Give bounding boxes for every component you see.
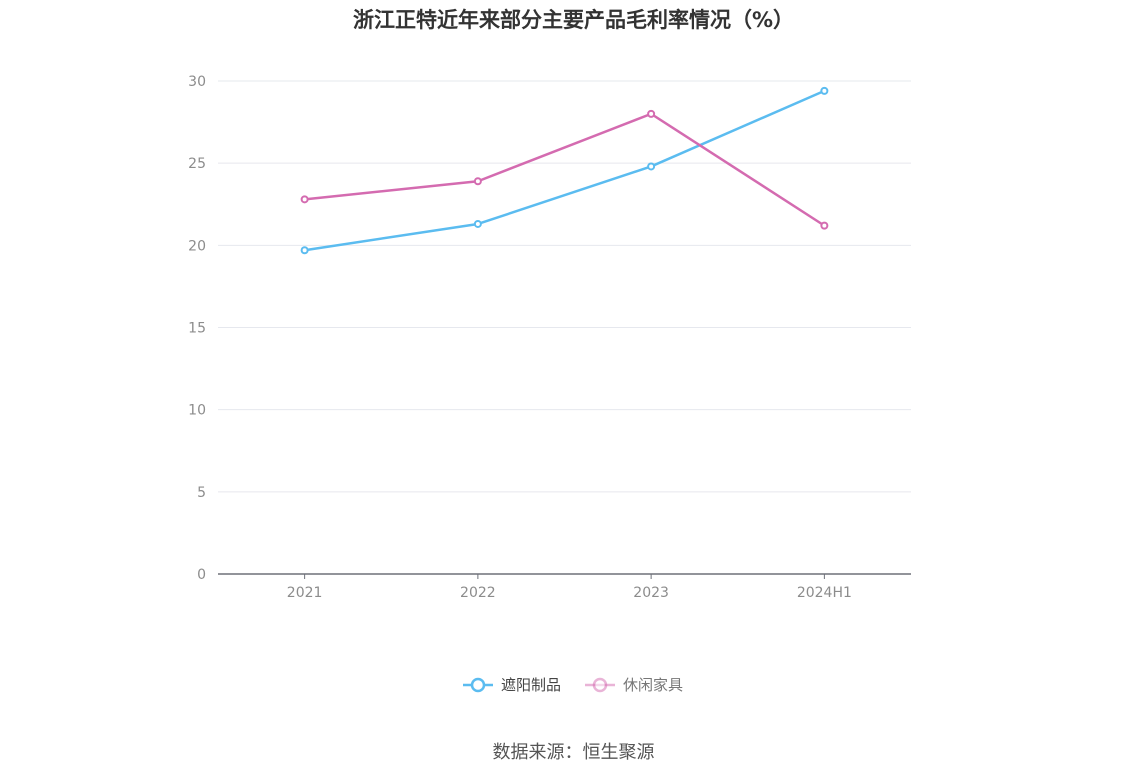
y-tick-label: 5 [197,485,206,501]
x-tick-label: 2024H1 [797,585,852,601]
y-tick-label: 15 [188,321,206,337]
data-point[interactable] [820,221,829,230]
data-point[interactable] [473,177,482,186]
data-point[interactable] [300,246,309,255]
y-tick-label: 30 [188,74,206,90]
data-point[interactable] [300,195,309,204]
chart-title: 浙江正特近年来部分主要产品毛利率情况（%） [352,8,795,32]
y-tick-label: 0 [197,567,206,583]
legend-label: 休闲家具 [623,676,683,694]
data-point[interactable] [473,219,482,228]
data-point[interactable] [647,109,656,118]
legend-item[interactable]: 遮阳制品 [463,676,561,694]
x-axis: 2021 2022 2023 2024H1 [218,573,911,601]
legend[interactable]: 遮阳制品 休闲家具 [463,676,683,694]
legend-circle-icon [592,677,608,693]
data-point[interactable] [820,86,829,95]
legend-circle-icon [470,677,486,693]
y-axis-ticks: 0 5 10 15 20 25 30 [188,74,206,583]
y-tick-label: 20 [188,238,206,254]
legend-item[interactable]: 休闲家具 [585,676,683,694]
series-line-1 [304,89,825,252]
x-tick-label: 2021 [287,585,323,601]
series-line-2 [304,112,826,227]
x-tick-label: 2023 [633,585,669,601]
data-point[interactable] [647,162,656,171]
x-tick-label: 2022 [460,585,496,601]
grid-lines [218,80,911,493]
data-source: 数据来源：恒生聚源 [492,742,655,763]
legend-label: 遮阳制品 [501,676,561,694]
series-lines [300,86,829,255]
y-tick-label: 25 [188,156,206,172]
y-tick-label: 10 [188,403,206,419]
